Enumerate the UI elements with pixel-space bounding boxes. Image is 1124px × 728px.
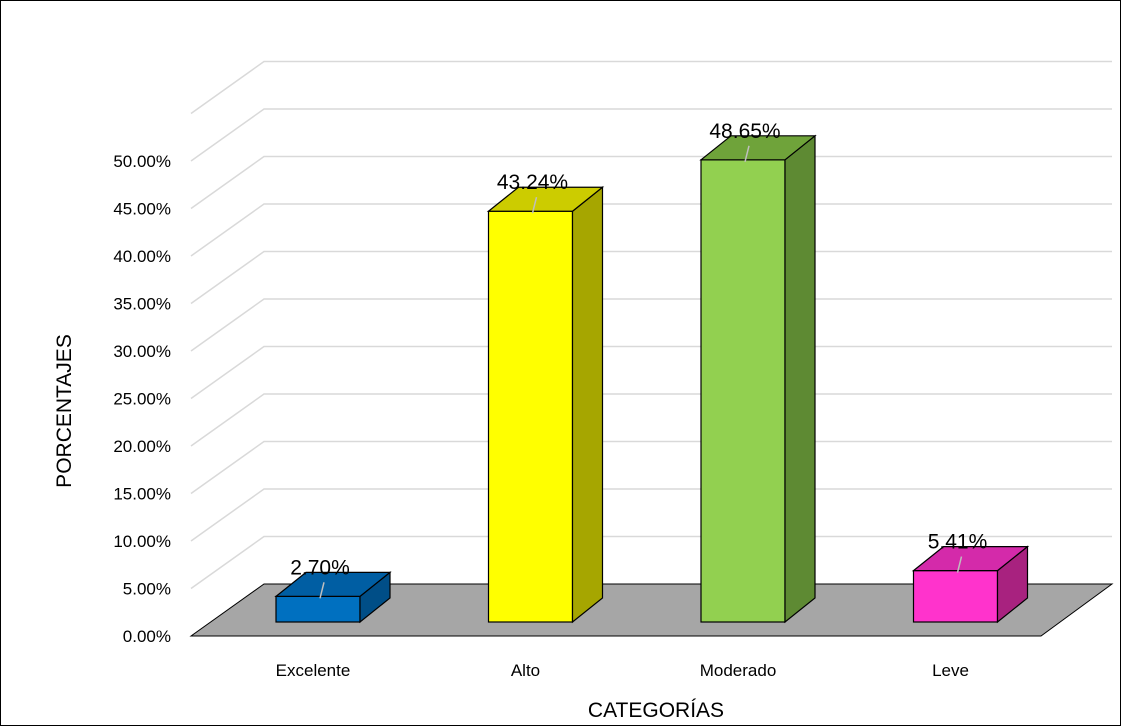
gridline (190, 155, 1112, 210)
gridline (190, 488, 1112, 542)
x-tick-label: Alto (511, 661, 540, 680)
data-label: 48.65% (709, 120, 780, 143)
y-axis-ticks: 0.00% 5.00% 10.00% 15.00% 20.00% 25.00% 30.00%… (113, 152, 171, 646)
data-label: 5.41% (928, 531, 988, 554)
bars (274, 134, 1030, 624)
y-tick-label: 0.00% (123, 627, 171, 646)
y-tick-label: 20.00% (113, 437, 171, 456)
y-tick-label: 35.00% (113, 295, 171, 314)
data-label: 2.70% (290, 556, 350, 579)
x-tick-label: Excelente (276, 661, 351, 680)
bar-front (487, 210, 574, 623)
y-tick-label: 10.00% (113, 532, 171, 551)
bar-front (275, 595, 361, 623)
data-label-leader (531, 197, 538, 214)
bar-side (571, 185, 604, 624)
y-tick-label: 15.00% (113, 485, 171, 504)
chart-floor (189, 583, 1114, 637)
gridline (190, 535, 1112, 590)
data-label-leader (744, 145, 750, 163)
bar-top (911, 546, 1030, 572)
y-tick-label: 45.00% (113, 200, 171, 219)
y-tick-label: 5.00% (123, 580, 171, 599)
y-tick-label: 50.00% (113, 152, 171, 171)
bar-front (700, 159, 786, 623)
data-label: 43.24% (497, 171, 568, 194)
gridline (190, 203, 1112, 257)
y-tick-label: 30.00% (113, 342, 171, 361)
floor-plane (189, 583, 1114, 637)
bar-alto (486, 185, 605, 624)
x-tick-label: Leve (932, 661, 969, 680)
gridline (190, 250, 1112, 305)
gridline (190, 60, 1112, 115)
x-axis-title: CATEGORÍAS (588, 699, 724, 722)
bar-moderado (699, 134, 817, 624)
data-label-leader (319, 582, 325, 599)
gridline (190, 440, 1112, 495)
bar-leve (911, 545, 1030, 624)
gridline (190, 108, 1112, 162)
bar-front (912, 570, 999, 623)
bar-excelente (274, 571, 392, 624)
bar-top (486, 186, 605, 212)
data-label-leader (956, 556, 963, 573)
gridlines (190, 60, 1112, 590)
gridline (190, 345, 1112, 400)
gridline (190, 298, 1112, 352)
y-axis-title: PORCENTAJES (53, 334, 76, 488)
x-tick-label: Moderado (700, 661, 777, 680)
gridline (190, 393, 1112, 447)
data-labels: 2.70% 43.24% 48.65% 5.41% (290, 120, 987, 599)
bar-top (699, 135, 817, 161)
y-tick-label: 25.00% (113, 390, 171, 409)
bar-top (274, 571, 392, 597)
bar-side (784, 134, 816, 624)
x-axis-categories: Excelente Alto Moderado Leve (276, 661, 969, 680)
y-tick-label: 40.00% (113, 247, 171, 266)
